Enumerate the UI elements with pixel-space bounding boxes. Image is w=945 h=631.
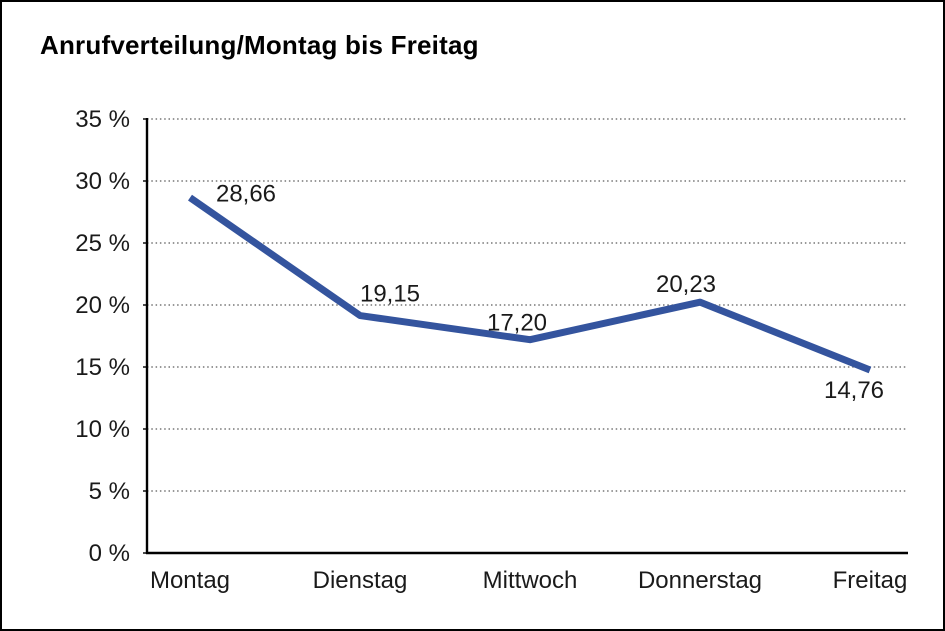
data-point-label: 19,15	[360, 281, 420, 308]
data-point-label: 20,23	[656, 271, 716, 298]
y-axis-tick-label: 20 %	[75, 292, 130, 319]
data-point-label: 28,66	[216, 181, 276, 208]
y-axis-tick-label: 30 %	[75, 168, 130, 195]
y-axis-tick-label: 5 %	[89, 478, 130, 505]
chart-title: Anrufverteilung/Montag bis Freitag	[40, 30, 479, 60]
y-axis-tick-label: 35 %	[75, 106, 130, 133]
x-axis-category-label: Dienstag	[313, 567, 408, 594]
x-axis-category-label: Donnerstag	[638, 567, 762, 594]
y-axis-tick-label: 15 %	[75, 354, 130, 381]
data-point-label: 17,20	[487, 310, 547, 337]
x-axis-category-label: Montag	[150, 567, 230, 594]
data-series-line	[188, 194, 872, 374]
y-axis-tick-label: 25 %	[75, 230, 130, 257]
x-axis-category-label: Freitag	[833, 567, 908, 594]
data-point-label: 14,76	[824, 377, 884, 404]
x-axis-category-label: Mittwoch	[483, 567, 578, 594]
y-axis-tick-label: 10 %	[75, 416, 130, 443]
y-axis-tick-label: 0 %	[89, 540, 130, 567]
